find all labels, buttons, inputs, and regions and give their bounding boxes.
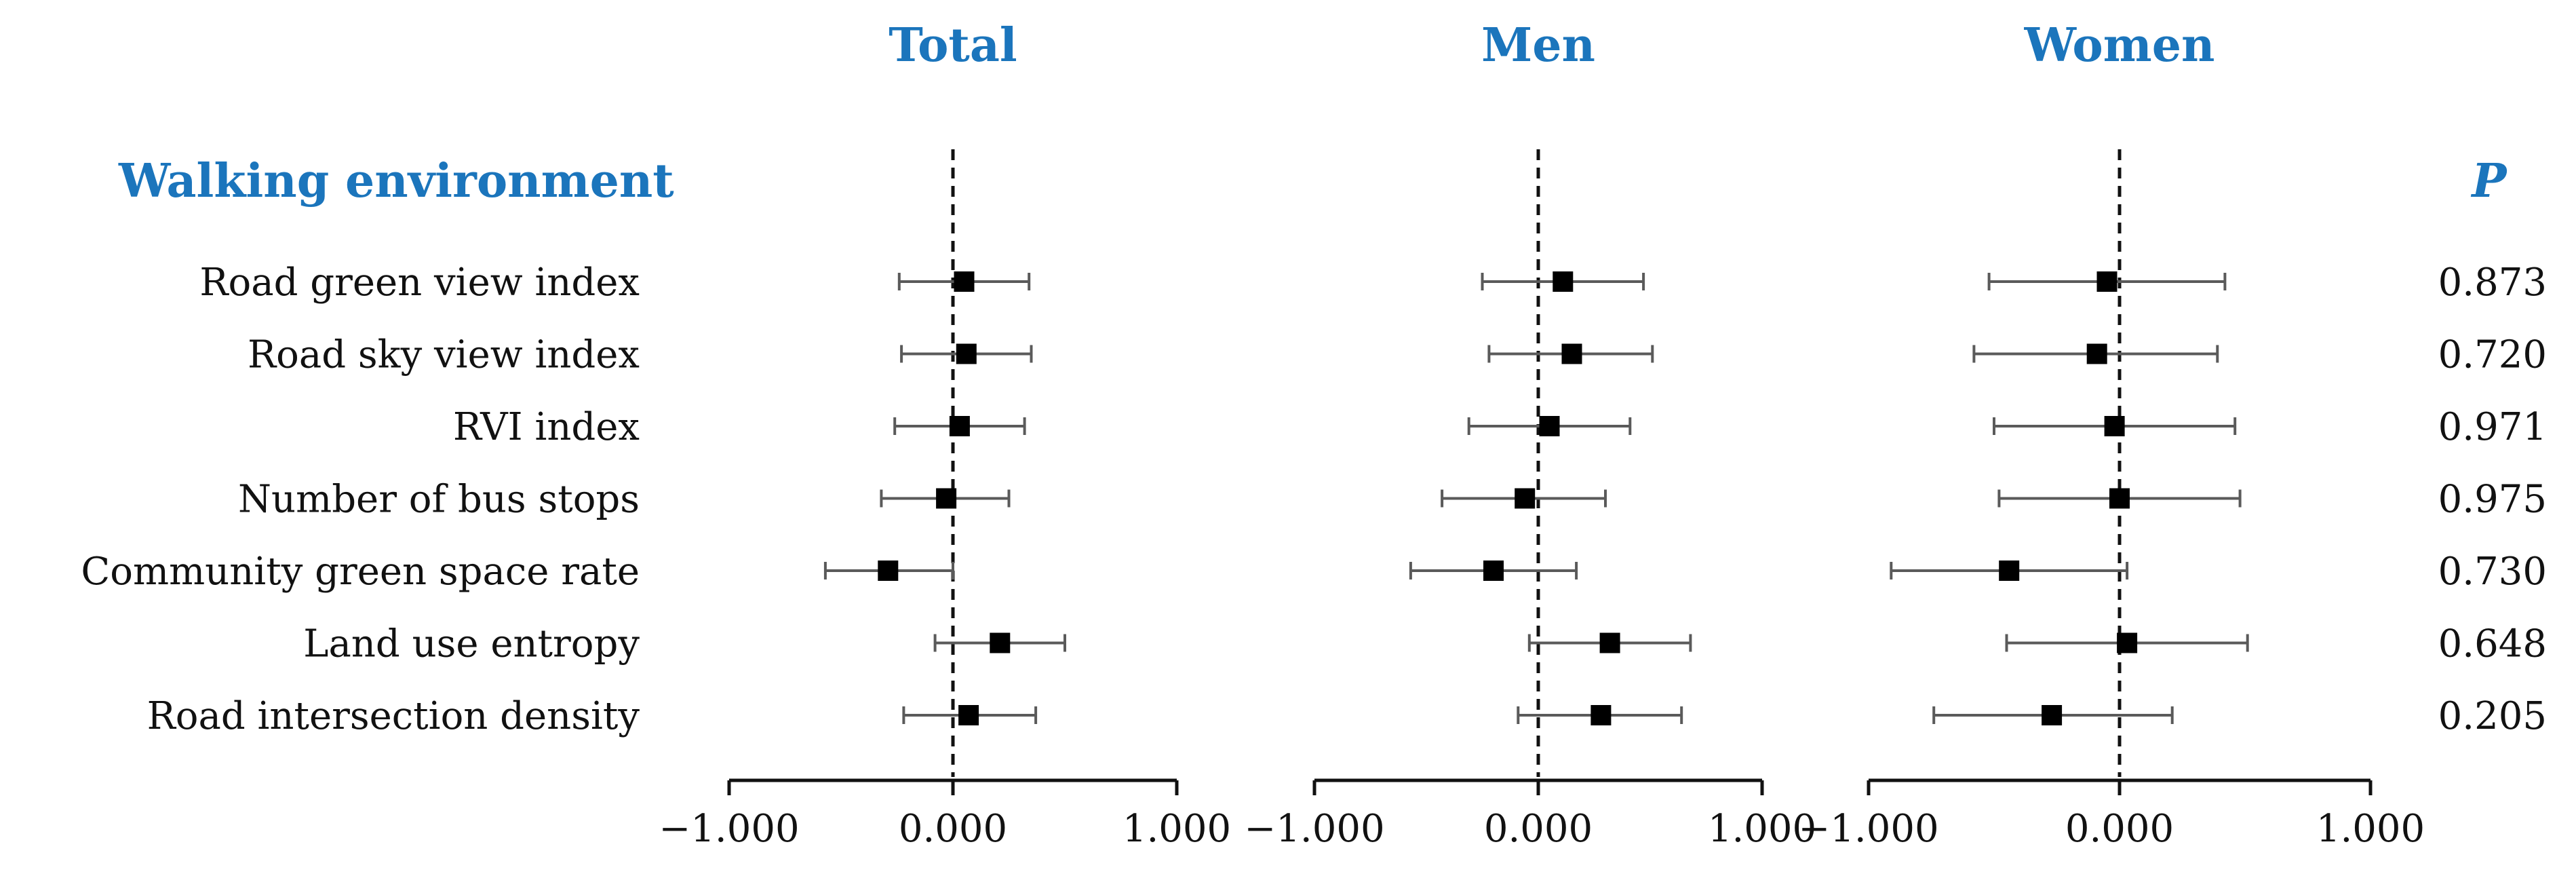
point-estimate-women-community-green-space-rate	[1999, 560, 2020, 581]
section-title: Walking environment	[118, 154, 674, 208]
panel-title-total: Total	[889, 18, 1017, 73]
point-estimate-men-number-of-bus-stops	[1515, 488, 1536, 509]
tick-label-men-0: −1.000	[1244, 807, 1384, 851]
p-value-community-green-space-rate: 0.730	[2438, 550, 2547, 594]
p-value-road-intersection-density: 0.205	[2438, 694, 2547, 738]
row-label-land-use-entropy: Land use entropy	[303, 622, 640, 666]
point-estimate-total-number-of-bus-stops	[936, 488, 957, 509]
point-estimate-women-road-green-view-index	[2096, 271, 2118, 292]
tick-label-women-1: 0.000	[2065, 807, 2174, 851]
tick-label-total-0: −1.000	[659, 807, 799, 851]
p-value-column: 0.873 0.720 0.971 0.975 0.730 0.648 0.205	[2438, 261, 2547, 738]
point-estimate-women-number-of-bus-stops	[2109, 488, 2130, 509]
point-estimate-women-road-sky-view-index	[2086, 343, 2107, 364]
row-label-road-green-view-index: Road green view index	[199, 261, 640, 305]
point-estimate-women-road-intersection-density	[2042, 705, 2063, 725]
tick-label-total-1: 0.000	[899, 807, 1007, 851]
p-value-road-sky-view-index: 0.720	[2438, 333, 2547, 377]
point-estimate-men-road-green-view-index	[1553, 271, 1574, 292]
row-label-number-of-bus-stops: Number of bus stops	[238, 478, 640, 522]
point-estimate-men-road-sky-view-index	[1561, 343, 1582, 364]
panel-title-women: Women	[2024, 18, 2215, 73]
p-value-header: P	[2470, 154, 2507, 208]
panel-women: Women −1.000 0.000 1.000	[1798, 18, 2425, 851]
tick-label-men-2: 1.000	[1708, 807, 1816, 851]
panel-title-men: Men	[1481, 18, 1595, 73]
row-label-community-green-space-rate: Community green space rate	[81, 550, 640, 594]
point-estimate-women-land-use-entropy	[2117, 632, 2138, 653]
p-value-rvi-index: 0.971	[2438, 405, 2547, 449]
point-estimate-women-rvi-index	[2104, 416, 2125, 436]
panel-total: Total −1.000 0.000 1.000	[659, 18, 1231, 851]
point-estimate-total-road-intersection-density	[958, 705, 979, 725]
point-estimate-total-community-green-space-rate	[878, 560, 899, 581]
point-estimate-men-land-use-entropy	[1599, 632, 1620, 653]
row-label-road-intersection-density: Road intersection density	[147, 694, 640, 738]
p-value-road-green-view-index: 0.873	[2438, 261, 2547, 305]
p-value-number-of-bus-stops: 0.975	[2438, 478, 2547, 522]
row-label-rvi-index: RVI index	[453, 405, 640, 449]
point-estimate-total-road-sky-view-index	[956, 343, 977, 364]
tick-label-women-2: 1.000	[2316, 807, 2425, 851]
row-label-road-sky-view-index: Road sky view index	[248, 333, 640, 377]
tick-label-total-2: 1.000	[1123, 807, 1231, 851]
point-estimate-men-community-green-space-rate	[1483, 560, 1504, 581]
point-estimate-men-rvi-index	[1539, 416, 1560, 436]
point-estimate-men-road-intersection-density	[1591, 705, 1612, 725]
point-estimate-total-road-green-view-index	[954, 271, 975, 292]
point-estimate-total-rvi-index	[949, 416, 970, 436]
tick-label-women-0: −1.000	[1798, 807, 1938, 851]
panel-men: Men −1.000 0.000 1.000	[1244, 18, 1816, 851]
row-labels: Road green view index Road sky view index…	[81, 261, 640, 738]
point-estimate-total-land-use-entropy	[990, 632, 1011, 653]
tick-label-men-1: 0.000	[1484, 807, 1593, 851]
p-value-land-use-entropy: 0.648	[2438, 622, 2547, 666]
panels: Total −1.000 0.000 1.000 Men −1.000 0.000 1.000…	[659, 18, 2425, 851]
